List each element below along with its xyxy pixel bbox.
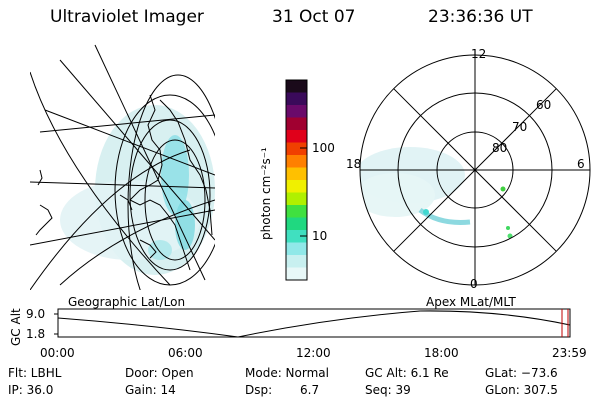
gc-alt-tick-high: 9.0 — [26, 307, 46, 321]
mlt-label-0: 0 — [470, 277, 478, 291]
glon-status: GLon: 307.5 — [485, 383, 558, 397]
time-tick-4: 23:59 — [552, 346, 587, 360]
colorbar-cell — [286, 230, 307, 243]
door-status: Door: Open — [125, 366, 194, 380]
gc-alt-status: GC Alt: 6.1 Re — [365, 366, 449, 380]
colorbar-cell — [286, 130, 307, 143]
geo-coastlines — [35, 94, 213, 271]
colorbar-cell — [286, 167, 307, 181]
colorbar-cell — [286, 180, 307, 193]
time-label: 23:36:36 UT — [428, 7, 533, 27]
colorbar-cell — [286, 155, 307, 168]
dsp-status-label: Dsp: — [245, 383, 273, 397]
time-tick-1: 06:00 — [168, 346, 203, 360]
time-tick-0: 00:00 — [40, 346, 75, 360]
orbit-ticks — [54, 313, 58, 335]
geo-meridians — [30, 44, 215, 290]
colorbar — [285, 79, 308, 281]
colorbar-tick-10: 10 — [312, 229, 328, 243]
geo-emission — [60, 105, 215, 275]
colorbar-cell — [286, 267, 307, 281]
geographic-map — [30, 44, 215, 290]
mlt-label-6: 6 — [577, 157, 585, 171]
colorbar-cell — [286, 117, 307, 131]
mlt-label-12: 12 — [471, 47, 487, 61]
date-label: 31 Oct 07 — [272, 7, 356, 27]
colorbar-cell — [286, 142, 307, 156]
gain-status: Gain: 14 — [125, 383, 176, 397]
colorbar-cell — [286, 80, 307, 93]
polar-plot — [359, 54, 591, 286]
geo-lat-circles — [114, 74, 215, 290]
lat-label-80: 80 — [492, 141, 508, 155]
altitude-curve — [57, 310, 571, 338]
polar-grid — [359, 54, 591, 286]
lat-label-70: 70 — [512, 120, 528, 134]
glat-status: GLat: −73.6 — [485, 366, 558, 380]
polar-emission — [360, 147, 513, 239]
dsp-status-value: 6.7 — [300, 383, 320, 397]
colorbar-tick-100: 100 — [312, 141, 335, 155]
mode-status: Mode: Normal — [245, 366, 329, 380]
gc-alt-tick-low: 1.8 — [26, 327, 46, 341]
gc-alt-axis-label: GC Alt — [9, 308, 23, 346]
time-tick-2: 12:00 — [296, 346, 331, 360]
orbit-panel — [54, 308, 571, 338]
lat-label-60: 60 — [536, 98, 552, 112]
colorbar-cell — [286, 105, 307, 118]
ip-status: IP: 36.0 — [8, 383, 54, 397]
seq-status: Seq: 39 — [365, 383, 411, 397]
colorbar-cell — [286, 242, 307, 256]
time-tick-3: 18:00 — [424, 346, 459, 360]
filter-status: Flt: LBHL — [8, 366, 62, 380]
colorbar-cell — [286, 217, 307, 231]
colorbar-unit-label: photon cm⁻²s⁻¹ — [259, 147, 273, 240]
app-title: Ultraviolet Imager — [50, 7, 204, 27]
colorbar-cell — [286, 192, 307, 206]
colorbar-cell — [286, 255, 307, 268]
mlt-label-18: 18 — [346, 157, 362, 171]
colorbar-cell — [286, 205, 307, 218]
colorbar-cell — [286, 92, 307, 106]
geographic-label: Geographic Lat/Lon — [68, 295, 186, 309]
apex-label: Apex MLat/MLT — [426, 295, 516, 309]
